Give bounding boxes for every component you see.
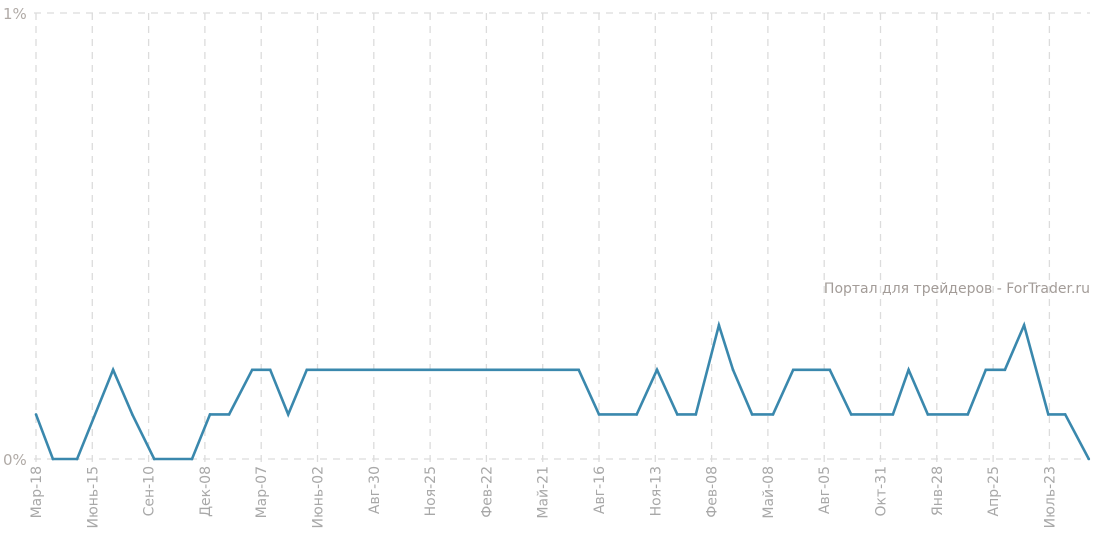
data-point: [51, 457, 55, 461]
x-axis-labels: Мар-18 Июнь-15 Сен-10 Дек-08 Мар-07 Июнь-02 Ав…: [29, 466, 1058, 529]
data-point: [966, 413, 970, 416]
data-point: [717, 323, 721, 327]
data-point: [75, 457, 79, 461]
x-tick-label: Сен-10: [142, 466, 158, 516]
x-tick-label: Окт-31: [874, 466, 890, 517]
x-tick-label: Фев-08: [705, 466, 721, 518]
x-tick-label: Май-08: [761, 466, 777, 519]
x-tick-label: Апр-25: [986, 466, 1002, 516]
data-point: [286, 413, 290, 416]
data-point: [1087, 457, 1091, 461]
data-point: [675, 413, 679, 416]
data-point: [111, 368, 115, 372]
y-tick-label-min: 0%: [3, 451, 27, 469]
data-point: [791, 368, 795, 372]
x-tick-label: Дек-08: [198, 466, 214, 517]
y-tick-label-max: 1%: [3, 5, 27, 23]
series-group: [34, 320, 1091, 461]
data-point: [926, 413, 930, 416]
data-point: [750, 413, 754, 416]
data-point: [1063, 413, 1067, 416]
data-point: [891, 413, 895, 416]
data-point: [577, 368, 581, 372]
data-point: [849, 413, 853, 416]
data-point: [984, 368, 988, 372]
x-tick-label: Мар-07: [254, 466, 270, 518]
data-point: [655, 368, 659, 372]
x-tick-label: Фев-22: [479, 466, 495, 518]
x-tick-label: Ноя-13: [648, 466, 664, 516]
data-point: [190, 457, 194, 461]
data-point: [227, 413, 231, 416]
data-point: [1046, 413, 1050, 416]
data-point: [907, 368, 910, 372]
data-point: [1003, 368, 1007, 372]
data-point: [694, 413, 698, 416]
x-tick-label: Июнь-02: [311, 466, 327, 529]
data-point: [731, 368, 735, 372]
x-tick-label: Май-21: [536, 466, 552, 519]
data-point: [130, 413, 134, 416]
data-point: [152, 457, 156, 461]
x-tick-label: Мар-18: [29, 466, 45, 518]
data-point: [250, 368, 254, 372]
x-tick-label: Авг-05: [817, 466, 833, 514]
data-point: [305, 368, 309, 372]
data-point: [828, 368, 832, 372]
data-point: [208, 413, 212, 416]
x-tick-label: Авг-30: [367, 466, 383, 514]
data-point: [635, 413, 639, 416]
data-point: [268, 368, 272, 372]
x-tick-label: Авг-16: [592, 466, 608, 514]
series-line: [34, 320, 1090, 461]
data-point: [1022, 323, 1026, 327]
x-tick-label: Июнь-15: [85, 466, 101, 529]
x-tick-label: Янв-28: [930, 466, 946, 516]
grid: [34, 12, 1090, 465]
watermark-text: Портал для трейдеров - ForTrader.ru: [824, 281, 1090, 297]
data-point: [597, 413, 601, 416]
x-tick-label: Ноя-25: [423, 466, 439, 516]
data-point: [34, 413, 38, 416]
x-tick-label: Июль-23: [1042, 466, 1058, 528]
data-point: [771, 413, 775, 416]
